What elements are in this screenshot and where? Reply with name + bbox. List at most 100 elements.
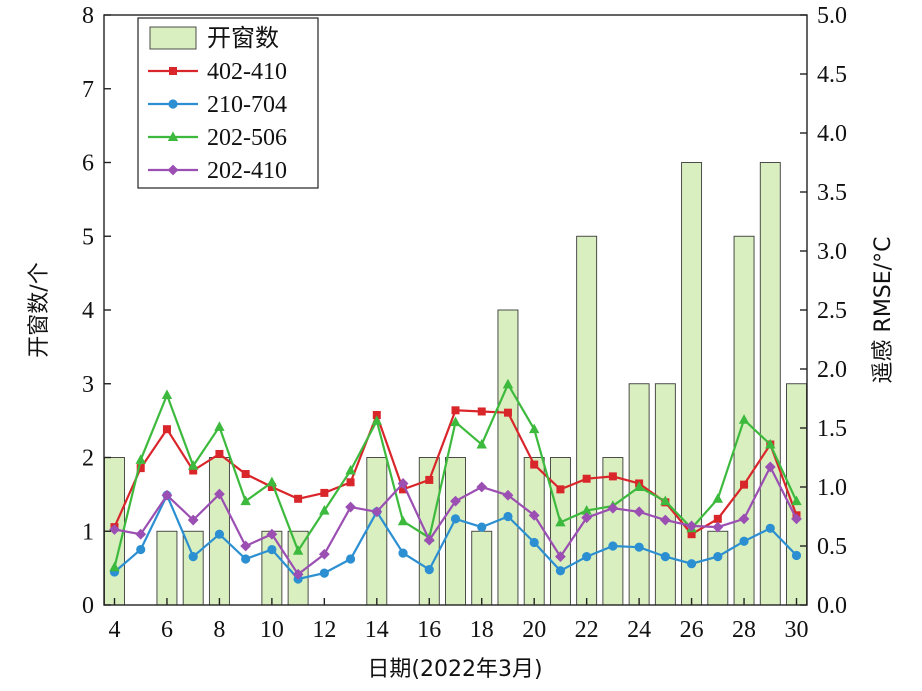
x-tick-label-6: 6: [161, 617, 173, 643]
point-210-704-30: [791, 550, 802, 561]
bar-24: [628, 383, 650, 606]
point-202-506-11: [292, 545, 304, 555]
point-202-506-8: [214, 421, 225, 431]
legend-label-开窗数: 开窗数: [207, 25, 279, 52]
x-tick-label-12: 12: [312, 617, 336, 643]
point-202-506-9: [240, 495, 251, 506]
point-402-410-15: [399, 485, 408, 494]
point-402-410-10: [267, 483, 276, 491]
point-202-410-12: [318, 548, 330, 560]
point-202-410-10: [266, 528, 278, 540]
point-402-410-5: [136, 464, 145, 473]
x-tick-label-26: 26: [680, 617, 704, 643]
point-402-410-26: [687, 530, 696, 539]
right-axis-title: 遥感 RMSE/°C: [871, 237, 896, 384]
point-210-704-8: [214, 529, 225, 539]
point-202-410-13: [345, 501, 356, 513]
point-202-410-19: [502, 489, 514, 501]
x-tick-label-14: 14: [365, 617, 389, 643]
point-202-506-7: [187, 460, 199, 470]
y-left-tick-label-3: 3: [82, 372, 94, 398]
x-axis-title: 日期(2022年3月): [367, 657, 542, 682]
point-402-410-21: [556, 485, 565, 494]
point-402-410-22: [582, 474, 591, 483]
legend-item-202-410: 202-410: [148, 158, 287, 184]
y-right-tick-label-5.0: 5.0: [817, 3, 847, 29]
point-202-410-30: [791, 513, 802, 525]
point-402-410-8: [215, 449, 224, 458]
point-202-410-17: [450, 495, 461, 507]
x-tick-label-16: 16: [417, 617, 441, 643]
point-202-410-15: [397, 478, 409, 489]
legend-label-402-410: 402-410: [207, 59, 287, 85]
x-tick-label-20: 20: [522, 617, 546, 643]
y-left-tick-label-5: 5: [82, 224, 94, 250]
point-210-704-7: [188, 552, 198, 562]
legend-swatch-bars: [149, 26, 197, 50]
x-tick-label-28: 28: [732, 617, 756, 643]
x-tick-label-4: 4: [108, 617, 120, 643]
point-402-410-6: [162, 425, 171, 434]
point-202-410-20: [528, 509, 540, 521]
y-right-tick-label-4.0: 4.0: [817, 121, 847, 147]
y-right-tick-label-4.5: 4.5: [817, 62, 847, 88]
y-left-tick-label-7: 7: [82, 77, 94, 103]
bars-layer: [104, 162, 807, 606]
y-left-tick-label-0: 0: [82, 593, 94, 619]
point-202-506-12: [319, 505, 330, 515]
point-202-506-30: [791, 495, 802, 506]
point-210-704-16: [424, 565, 434, 575]
point-402-410-7: [189, 466, 198, 475]
point-202-410-18: [476, 481, 488, 493]
point-202-410-24: [633, 506, 645, 518]
legend-marker-202-410: [167, 164, 179, 176]
y-left-tick-label-4: 4: [82, 298, 94, 324]
y-left-tick-label-8: 8: [82, 3, 94, 29]
point-202-410-6: [161, 489, 173, 501]
point-210-704-27: [713, 552, 723, 562]
point-210-704-25: [660, 552, 670, 562]
point-202-506-29: [765, 438, 776, 449]
point-202-506-17: [450, 416, 461, 427]
point-202-410-26: [686, 520, 697, 532]
point-210-704-17: [450, 514, 461, 524]
legend: 开窗数 402-410 210-704 202-506 202-410: [137, 17, 319, 189]
point-202-410-4: [109, 524, 120, 535]
point-210-704-23: [608, 541, 618, 551]
point-210-704-9: [241, 554, 251, 564]
y-right-tick-label-3.5: 3.5: [817, 180, 847, 206]
point-210-704-13: [345, 554, 356, 564]
point-210-704-26: [686, 559, 697, 569]
point-210-704-18: [477, 522, 487, 532]
y-right-tick-label-0.0: 0.0: [817, 593, 847, 619]
point-402-410-13: [346, 478, 355, 487]
point-202-410-21: [555, 551, 566, 563]
point-210-704-22: [582, 552, 592, 562]
point-202-410-14: [371, 506, 383, 518]
point-402-410-19: [503, 408, 512, 417]
point-202-410-5: [135, 528, 147, 540]
y-left-tick-label-6: 6: [82, 151, 94, 177]
point-402-410-28: [740, 480, 749, 489]
bar-14: [366, 457, 388, 606]
point-202-506-4: [109, 561, 120, 572]
bar-20: [523, 457, 545, 606]
point-202-506-5: [135, 454, 146, 464]
legend-marker-402-410: [169, 67, 177, 75]
y-right-tick-label-1.0: 1.0: [817, 475, 847, 501]
point-202-506-21: [555, 516, 566, 527]
point-202-506-19: [502, 378, 514, 389]
point-402-410-9: [241, 470, 250, 479]
point-210-704-15: [398, 548, 408, 558]
point-202-410-27: [712, 521, 724, 533]
point-202-506-22: [581, 505, 592, 515]
y-left-tick-label-1: 1: [82, 519, 94, 545]
point-202-506-24: [633, 481, 645, 491]
legend-item-开窗数: 开窗数: [149, 25, 279, 52]
bar-29: [759, 162, 781, 606]
point-202-506-13: [345, 464, 356, 475]
point-402-410-27: [713, 514, 722, 523]
point-202-410-7: [187, 514, 199, 526]
point-202-506-6: [161, 389, 173, 399]
